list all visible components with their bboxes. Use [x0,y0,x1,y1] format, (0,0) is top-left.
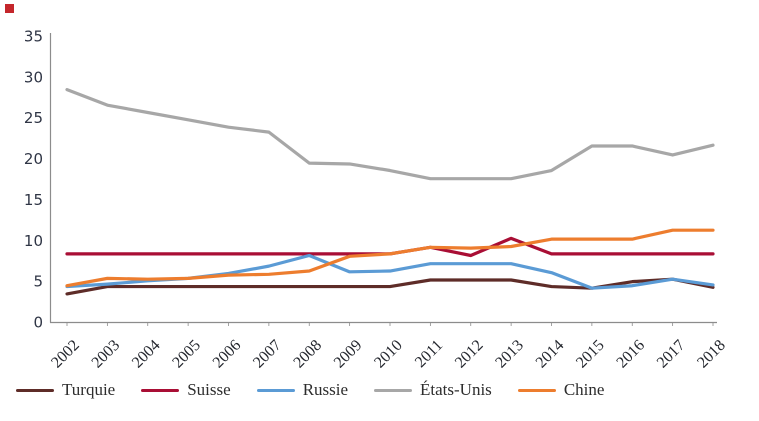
x-tick-label: 2004 [129,337,164,372]
y-tick-label: 0 [33,314,43,332]
legend-label: Turquie [62,380,116,399]
legend-swatch-russie [256,388,295,392]
x-tick-label: 2014 [533,337,568,372]
x-tick-label: 2005 [169,337,204,372]
legend-item-chine: Chine [517,380,605,400]
x-tick-label: 2016 [613,337,648,372]
legend-item-russie: Russie [256,380,349,400]
axes [49,33,717,324]
legend-item-suisse: Suisse [141,380,231,400]
y-tick-label: 35 [24,28,43,46]
legend-swatch-turquie [16,388,54,392]
x-tick-label: 2013 [492,337,527,372]
legend-label: Russie [302,380,349,399]
x-tick-label: 2010 [371,337,406,372]
x-tick-label: 2009 [331,337,366,372]
y-tick-label: 25 [24,109,43,127]
y-tick-label: 10 [24,232,43,250]
y-tick-label: 5 [33,273,43,291]
y-axis-labels: 0 5 10 15 20 25 30 35 [24,28,43,332]
x-tick-label: 2012 [452,337,487,372]
legend-item-etats-unis: États-Unis [374,380,492,400]
legend-item-turquie: Turquie [16,380,115,400]
series-line-chine [65,228,715,288]
y-tick-label: 20 [24,150,43,168]
legend-swatch-etats-unis [374,388,413,392]
x-axis-labels: 2002 2003 2004 2005 2006 2007 2008 2009 2010 2011… [48,322,729,372]
series-line-etats-unis [65,88,715,181]
y-tick-label: 15 [24,191,43,209]
x-tick-label: 2008 [290,337,325,372]
chart-legend: Turquie Suisse Russie États-Unis Chine [16,380,604,400]
legend-swatch-suisse [141,388,180,392]
x-tick-label: 2002 [48,337,83,372]
x-tick-label: 2015 [573,337,608,372]
legend-label: États-Unis [420,380,492,399]
legend-swatch-chine [517,388,556,392]
x-tick-label: 2006 [210,337,245,372]
red-square-marker [5,4,14,13]
y-tick-label: 30 [24,68,43,86]
legend-label: Chine [563,380,605,399]
x-tick-label: 2007 [250,337,285,372]
x-tick-label: 2018 [694,337,729,372]
x-tick-label: 2017 [654,337,689,372]
x-tick-label: 2003 [89,337,124,372]
legend-label: Suisse [187,380,231,399]
x-tick-label: 2011 [412,337,446,371]
